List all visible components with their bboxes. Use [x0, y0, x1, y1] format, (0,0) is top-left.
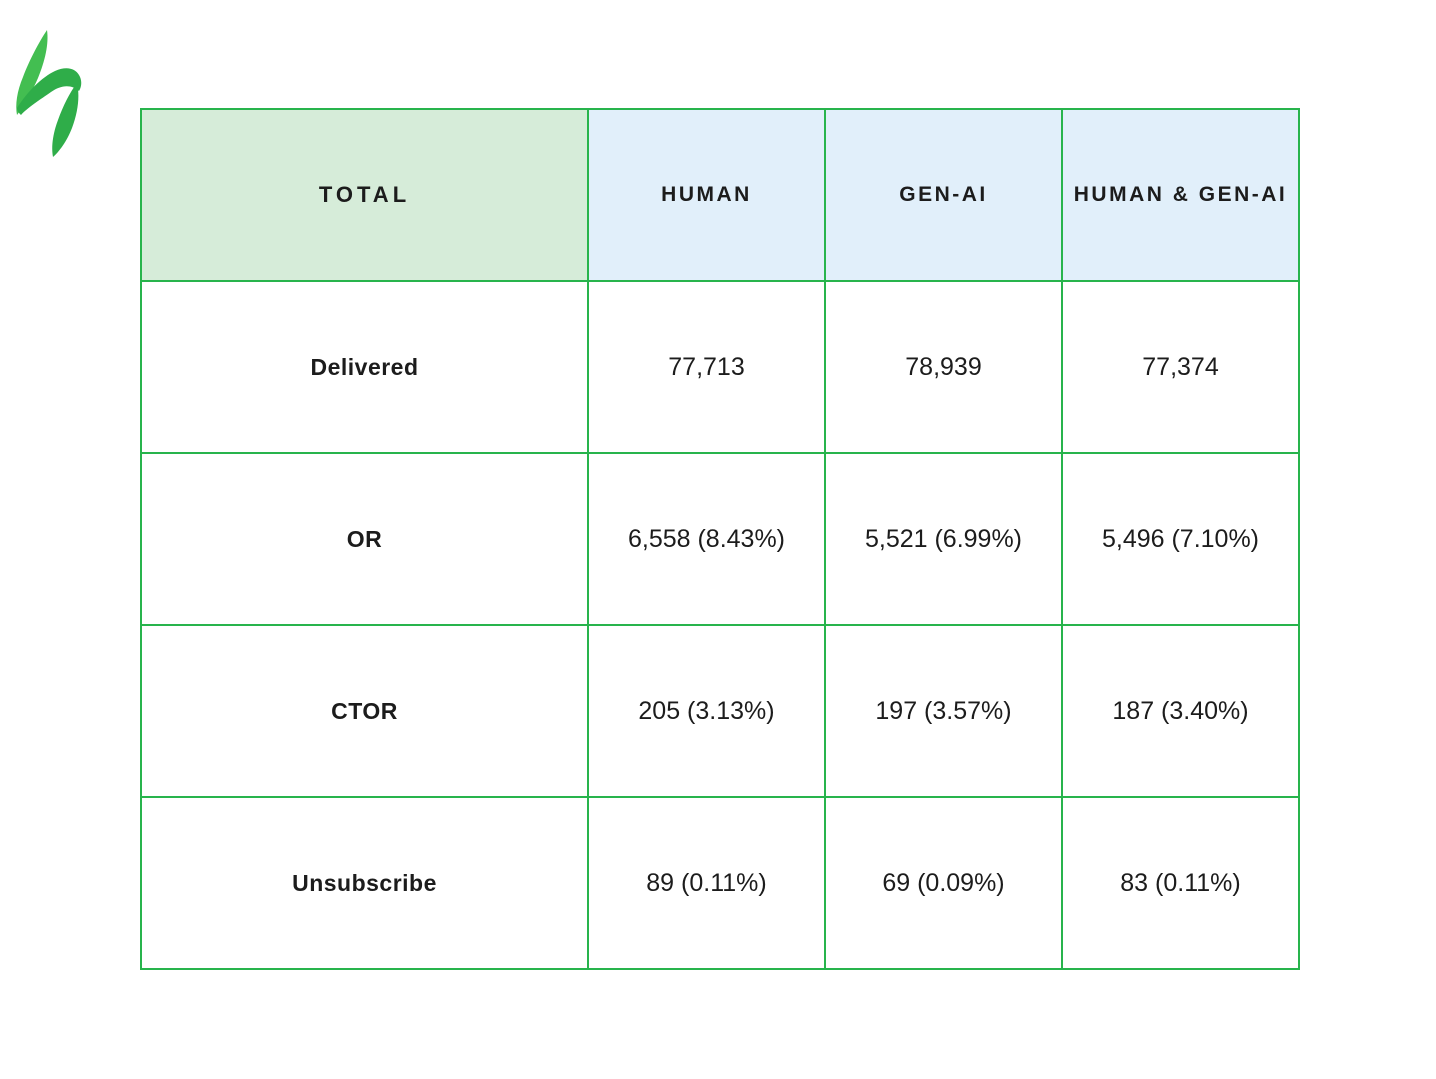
row-label-ctor: CTOR: [140, 624, 589, 798]
cell-unsubscribe-human: 89 (0.11%): [587, 796, 826, 970]
row-label-delivered: Delivered: [140, 280, 589, 454]
header-cell-total: TOTAL: [140, 108, 589, 282]
cell-ctor-human-and-gen-ai: 187 (3.40%): [1061, 624, 1300, 798]
cell-or-human-and-gen-ai: 5,496 (7.10%): [1061, 452, 1300, 626]
brand-logo-icon: [16, 30, 82, 157]
table-header-row: TOTAL HUMAN GEN-AI HUMAN & GEN-AI: [140, 108, 1300, 282]
table-row-or: OR 6,558 (8.43%) 5,521 (6.99%) 5,496 (7.…: [140, 452, 1300, 626]
cell-unsubscribe-human-and-gen-ai: 83 (0.11%): [1061, 796, 1300, 970]
cell-delivered-human: 77,713: [587, 280, 826, 454]
cell-ctor-human: 205 (3.13%): [587, 624, 826, 798]
header-cell-gen-ai: GEN-AI: [824, 108, 1063, 282]
header-cell-human: HUMAN: [587, 108, 826, 282]
cell-delivered-gen-ai: 78,939: [824, 280, 1063, 454]
cell-or-gen-ai: 5,521 (6.99%): [824, 452, 1063, 626]
table-row-ctor: CTOR 205 (3.13%) 197 (3.57%) 187 (3.40%): [140, 624, 1300, 798]
row-label-or: OR: [140, 452, 589, 626]
cell-or-human: 6,558 (8.43%): [587, 452, 826, 626]
cell-unsubscribe-gen-ai: 69 (0.09%): [824, 796, 1063, 970]
cell-delivered-human-and-gen-ai: 77,374: [1061, 280, 1300, 454]
results-table: TOTAL HUMAN GEN-AI HUMAN & GEN-AI Delive…: [140, 108, 1300, 970]
table-row-delivered: Delivered 77,713 78,939 77,374: [140, 280, 1300, 454]
table-row-unsubscribe: Unsubscribe 89 (0.11%) 69 (0.09%) 83 (0.…: [140, 796, 1300, 970]
row-label-unsubscribe: Unsubscribe: [140, 796, 589, 970]
cell-ctor-gen-ai: 197 (3.57%): [824, 624, 1063, 798]
header-cell-human-and-gen-ai: HUMAN & GEN-AI: [1061, 108, 1300, 282]
